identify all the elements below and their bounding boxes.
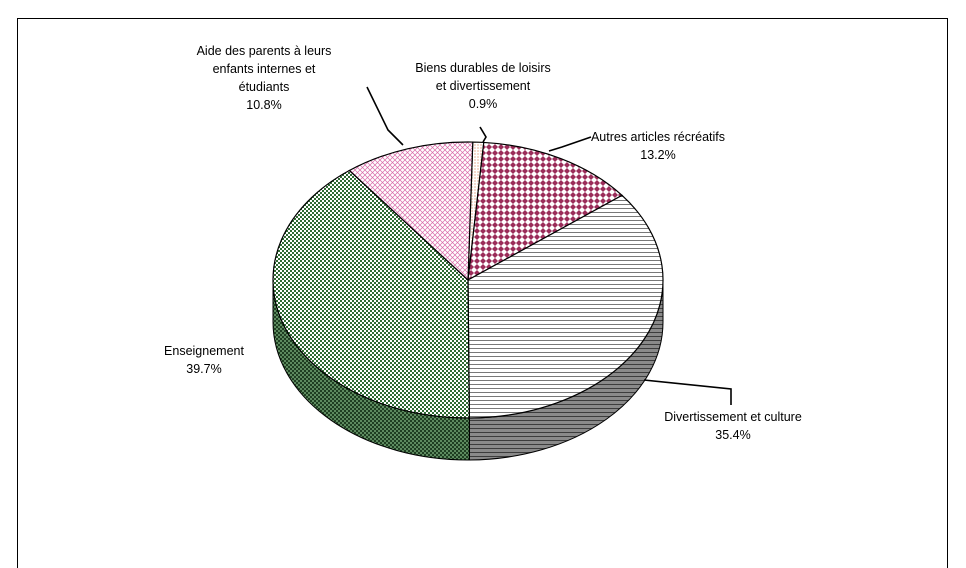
slice-category-label: Aide des parents à leurs [197, 44, 332, 58]
slice-label: Aide des parents à leurs enfants internes… [197, 44, 332, 112]
pie-slices [272, 141, 664, 419]
pie-labels: Biens durables de loisirs et divertisseme… [164, 44, 802, 442]
slice-category-label: Enseignement [164, 344, 244, 358]
slice-label: Enseignement 39.7% [164, 344, 244, 376]
leader-line [548, 136, 592, 152]
leader-line [366, 86, 404, 146]
slice-label: Autres articles récréatifs 13.2% [591, 130, 725, 162]
leader-line [479, 126, 487, 143]
leader-line [643, 379, 732, 405]
slice-value-label: 35.4% [715, 428, 750, 442]
pie-leader-lines [366, 86, 732, 405]
slice-category-label: Biens durables de loisirs [415, 61, 551, 75]
slice-value-label: 10.8% [246, 98, 281, 112]
slice-category-label: étudiants [239, 80, 290, 94]
pie-slice [272, 169, 470, 419]
pie-slice [348, 141, 474, 282]
slice-category-label: Divertissement et culture [664, 410, 802, 424]
slice-label: Biens durables de loisirs et divertisseme… [415, 61, 551, 111]
slice-value-label: 0.9% [469, 97, 498, 111]
slice-value-label: 39.7% [186, 362, 221, 376]
slice-category-label: enfants internes et [213, 62, 316, 76]
pie-slice [467, 194, 664, 419]
slice-category-label: et divertissement [436, 79, 531, 93]
pie-slice [467, 141, 624, 282]
slice-label: Divertissement et culture 35.4% [664, 410, 802, 442]
slice-category-label: Autres articles récréatifs [591, 130, 725, 144]
slice-value-label: 13.2% [640, 148, 675, 162]
